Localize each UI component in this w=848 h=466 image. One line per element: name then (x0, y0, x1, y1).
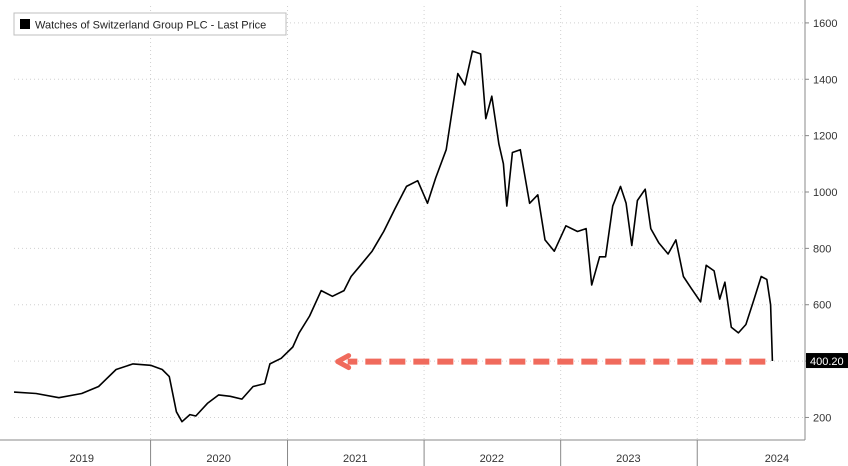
price-series-line (13, 50, 774, 423)
y-tick-label: 1600 (813, 18, 837, 30)
y-tick-label: 200 (813, 412, 831, 424)
series-layer (13, 50, 774, 423)
x-tick-label: 2020 (206, 453, 230, 465)
y-tick-label: 1400 (813, 74, 837, 86)
x-tick-label: 2021 (343, 453, 367, 465)
x-tick-label: 2019 (69, 453, 93, 465)
grid-lines (14, 6, 805, 440)
x-tick-label: 2022 (480, 453, 504, 465)
legend: Watches of Switzerland Group PLC - Last … (13, 12, 287, 36)
legend-entry: Watches of Switzerland Group PLC - Last … (35, 20, 266, 32)
annotation-arrow-head (335, 353, 352, 371)
x-tick-label: 2024 (765, 453, 789, 465)
y-tick-label: 600 (813, 300, 831, 312)
x-tick-label: 2023 (616, 453, 640, 465)
legend-swatch (20, 19, 30, 29)
legend-box (13, 12, 287, 36)
last-value-badge (806, 353, 848, 369)
annotation-layer (335, 353, 766, 371)
y-tick-label: 1200 (813, 131, 837, 143)
y-tick-label: 1000 (813, 187, 837, 199)
y-tick-label: 800 (813, 243, 831, 255)
last-value-text: 400.20 (810, 356, 844, 368)
